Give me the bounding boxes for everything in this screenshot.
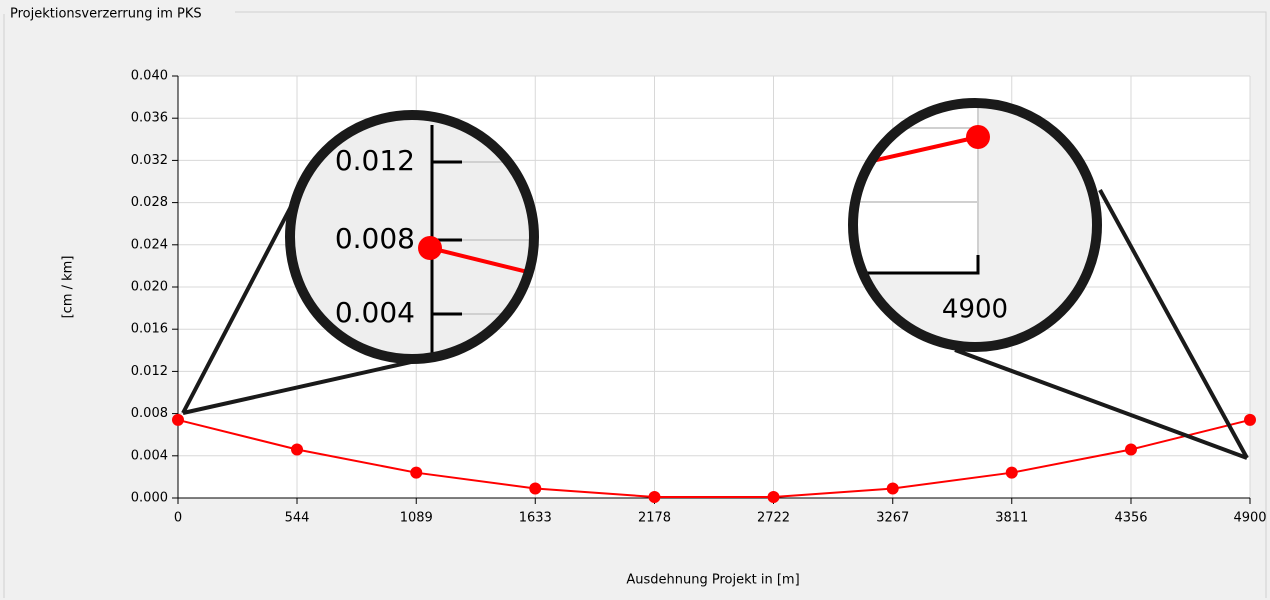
y-tick-label: 0.016 [131, 322, 168, 337]
x-tick-label: 1089 [400, 511, 433, 526]
y-tick-label: 0.028 [131, 195, 168, 210]
y-tick-label: 0.008 [131, 406, 168, 421]
inset-line [429, 246, 532, 277]
x-tick-label: 0 [174, 511, 182, 526]
inset-point [966, 125, 990, 149]
x-tick-label: 2178 [638, 511, 671, 526]
inset-bg [292, 117, 532, 357]
callout-line [954, 348, 1248, 460]
y-tick-label: 0.000 [131, 491, 168, 506]
inset-point [418, 236, 442, 260]
axes [177, 76, 1250, 499]
callout-line [182, 358, 421, 415]
callout-line [181, 194, 299, 414]
zoom-callouts: 0.012 0.008 0.004 4900 [181, 98, 1249, 460]
y-tick-label: 0.036 [131, 111, 168, 126]
x-tick-label: 3267 [876, 511, 909, 526]
data-point [1124, 443, 1137, 456]
x-tick-label: 1633 [519, 511, 552, 526]
data [172, 413, 1256, 503]
x-axis-label: Ausdehnung Projekt in [m] [626, 573, 799, 588]
data-point [1005, 466, 1018, 479]
y-tick-label: 0.040 [131, 69, 168, 84]
x-tick-label: 2722 [757, 511, 790, 526]
y-tick-label: 0.024 [131, 237, 168, 252]
callout-line [1098, 189, 1249, 459]
data-point [648, 490, 661, 503]
series-line [177, 418, 1251, 498]
panel-title: Projektionsverzerrung im PKS [10, 7, 202, 22]
data-point [410, 466, 423, 479]
x-tick-label: 4900 [1233, 511, 1266, 526]
group-box [3, 11, 1267, 598]
y-tick-label: 0.032 [131, 153, 168, 168]
inset-ring [848, 98, 1102, 352]
data-point [767, 490, 780, 503]
x-tick-label: 3811 [995, 511, 1028, 526]
x-tick-label: 544 [285, 511, 310, 526]
data-point [529, 482, 542, 495]
y-tick-label: 0.020 [131, 280, 168, 295]
y-tick-label: 0.012 [131, 364, 168, 379]
inset-label: 4900 [942, 295, 1008, 325]
inset-ring [285, 110, 539, 364]
x-tick-label: 4356 [1114, 511, 1147, 526]
inset-label: 0.012 [335, 144, 415, 177]
inset-axis [855, 255, 980, 275]
inset-label: 0.004 [335, 296, 415, 329]
data-point [291, 443, 304, 456]
inset-label: 0.008 [335, 222, 415, 255]
data-point [1244, 413, 1256, 426]
y-axis-label: [cm / km] [61, 256, 76, 319]
y-tick-label: 0.004 [131, 448, 168, 463]
data-point [886, 482, 899, 495]
data-point [172, 413, 184, 426]
inset-left: 0.012 0.008 0.004 [292, 117, 532, 357]
